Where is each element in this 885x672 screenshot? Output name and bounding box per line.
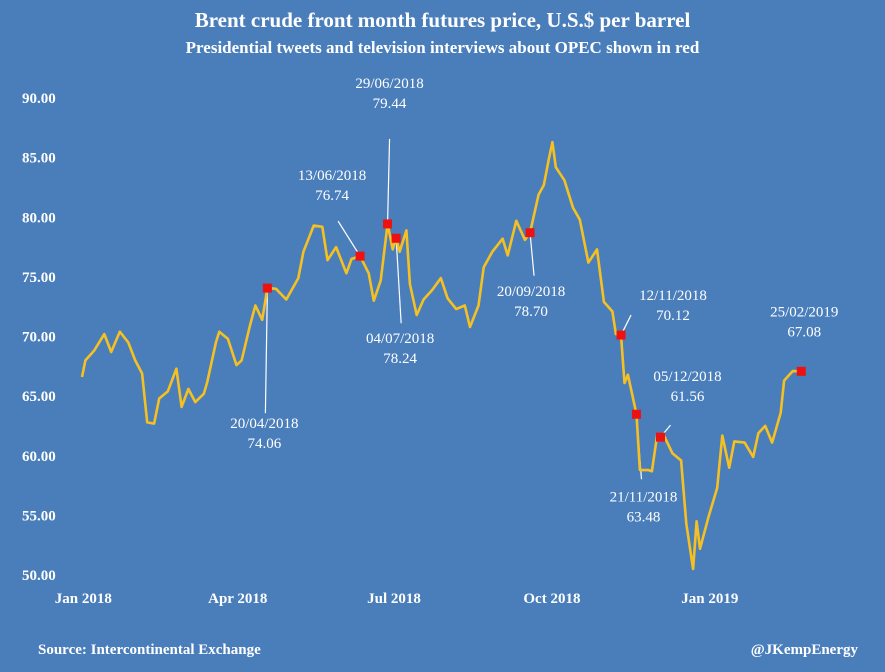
annotation-date: 12/11/2018 bbox=[639, 288, 707, 304]
annotation-date: 20/09/2018 bbox=[497, 284, 565, 300]
annotation-labels: 20/04/2018 74.06 13/06/2018 76.74 29/06/2018… bbox=[230, 76, 838, 525]
annotation-leader bbox=[395, 238, 402, 324]
x-tick-label: Jan 2019 bbox=[681, 591, 738, 607]
tweet-marker bbox=[656, 432, 666, 442]
x-tick-label: Jan 2018 bbox=[55, 591, 112, 607]
annotation-date: 25/02/2019 bbox=[770, 304, 838, 320]
y-tick-label: 75.00 bbox=[22, 270, 56, 286]
annotation-value: 78.70 bbox=[514, 304, 548, 320]
x-axis: Jan 2018 Apr 2018 Jul 2018 Oct 2018 Jan 2019 bbox=[55, 591, 739, 607]
x-tick-label: Jul 2018 bbox=[367, 591, 421, 607]
tweet-marker bbox=[383, 219, 393, 229]
annotation-value: 74.06 bbox=[248, 436, 282, 452]
tweet-marker bbox=[262, 283, 272, 293]
annotation-value: 70.12 bbox=[656, 308, 690, 324]
annotation-date: 13/06/2018 bbox=[298, 168, 366, 184]
y-tick-label: 80.00 bbox=[22, 210, 56, 226]
annotation-value: 63.48 bbox=[627, 509, 661, 525]
tweet-marker bbox=[616, 330, 626, 340]
tweet-marker bbox=[525, 228, 535, 238]
annotation-markers bbox=[262, 219, 806, 442]
y-tick-label: 90.00 bbox=[22, 91, 56, 107]
annotation-leader bbox=[386, 138, 391, 224]
annotation-date: 04/07/2018 bbox=[366, 331, 434, 347]
x-tick-label: Apr 2018 bbox=[208, 591, 267, 607]
annotation-value: 67.08 bbox=[787, 324, 821, 340]
annotation-value: 61.56 bbox=[671, 389, 705, 405]
chart-title: Brent crude front month futures price, U… bbox=[194, 8, 691, 32]
annotation-leader bbox=[529, 232, 535, 276]
y-tick-label: 70.00 bbox=[22, 330, 56, 346]
tweet-marker bbox=[796, 366, 806, 376]
x-tick-label: Oct 2018 bbox=[523, 591, 580, 607]
annotation-leader bbox=[337, 220, 361, 257]
y-tick-label: 85.00 bbox=[22, 151, 56, 167]
chart-subtitle: Presidential tweets and television inter… bbox=[185, 38, 700, 57]
author-credit: @JKempEnergy bbox=[750, 642, 858, 658]
annotation-leader bbox=[264, 288, 268, 414]
y-tick-label: 55.00 bbox=[22, 508, 56, 524]
source-note: Source: Intercontinental Exchange bbox=[38, 642, 261, 658]
y-tick-label: 60.00 bbox=[22, 449, 56, 465]
y-tick-label: 65.00 bbox=[22, 389, 56, 405]
annotation-date: 21/11/2018 bbox=[610, 489, 678, 505]
tweet-marker bbox=[355, 251, 365, 261]
annotation-value: 76.74 bbox=[315, 188, 349, 204]
tweet-marker bbox=[391, 233, 401, 243]
tweet-marker bbox=[631, 409, 641, 419]
annotation-value: 78.24 bbox=[383, 351, 417, 367]
annotation-date: 29/06/2018 bbox=[355, 76, 423, 92]
y-tick-label: 50.00 bbox=[22, 568, 56, 584]
annotation-date: 05/12/2018 bbox=[653, 369, 721, 385]
annotation-value: 79.44 bbox=[373, 96, 407, 112]
price-line bbox=[80, 140, 806, 571]
annotation-date: 20/04/2018 bbox=[230, 416, 298, 432]
y-axis: 50.00 55.00 60.00 65.00 70.00 75.00 80.00 85.00… bbox=[22, 91, 56, 584]
